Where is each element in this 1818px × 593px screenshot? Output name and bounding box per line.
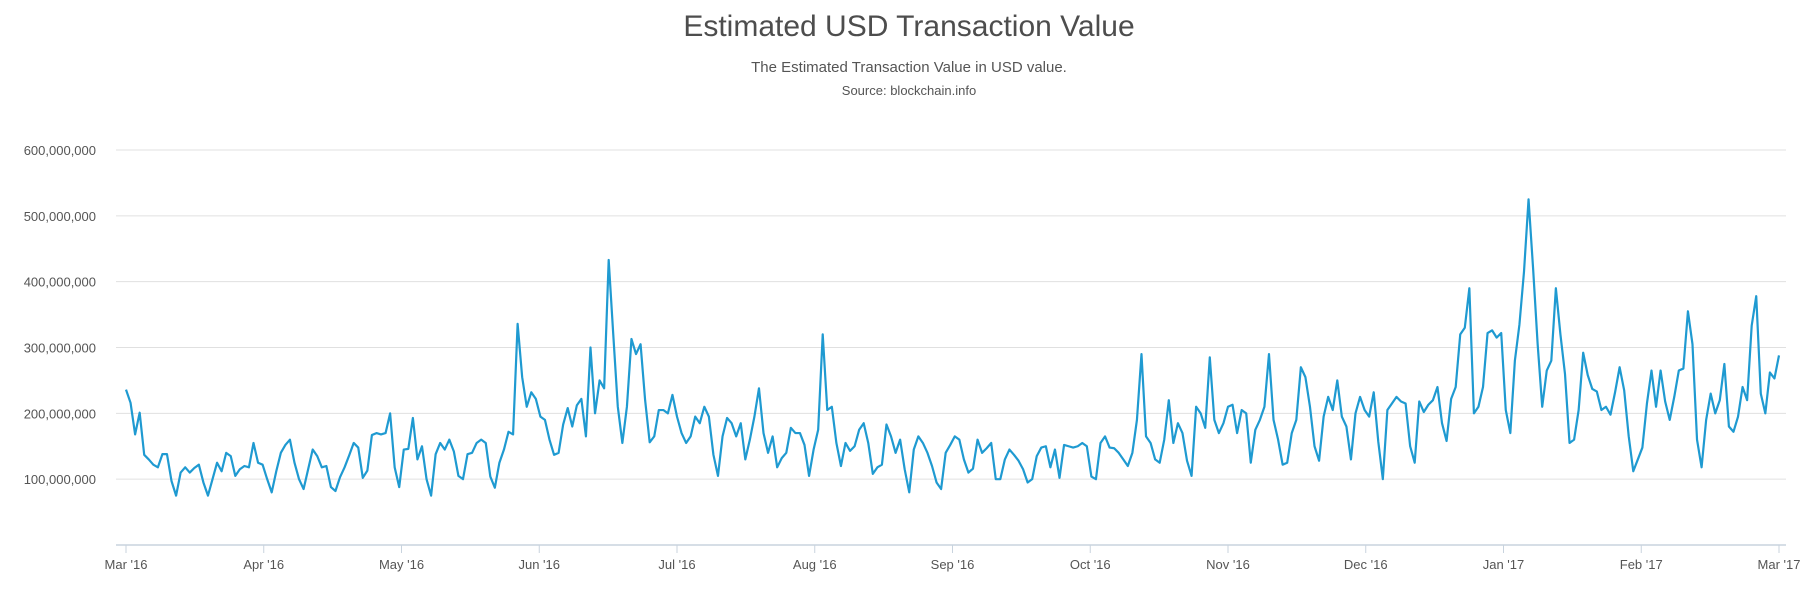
chart-title: Estimated USD Transaction Value xyxy=(683,10,1135,43)
x-tick-label: Nov '16 xyxy=(1206,557,1250,572)
x-tick-label: Dec '16 xyxy=(1344,557,1388,572)
y-tick-label: 300,000,000 xyxy=(24,341,96,356)
y-tick-label: 200,000,000 xyxy=(24,406,96,421)
x-tick-label: Apr '16 xyxy=(243,557,284,572)
x-tick-label: Mar '17 xyxy=(1758,557,1801,572)
y-tick-label: 500,000,000 xyxy=(24,209,96,224)
x-tick-label: Sep '16 xyxy=(931,557,975,572)
chart-source: Source: blockchain.info xyxy=(841,83,977,98)
series-line[interactable] xyxy=(124,198,1781,497)
x-tick-label: Jul '16 xyxy=(658,557,695,572)
y-axis-ticks: 100,000,000 200,000,000 300,000,000 400,000… xyxy=(24,143,96,487)
x-tick-label: Mar '16 xyxy=(105,557,148,572)
gridlines xyxy=(116,149,1786,480)
x-tick-label: Feb '17 xyxy=(1620,557,1663,572)
y-tick-label: 600,000,000 xyxy=(24,143,96,158)
y-tick-label: 400,000,000 xyxy=(24,275,96,290)
chart-subtitle: The Estimated Transaction Value in USD v… xyxy=(751,59,1067,76)
x-tick-label: May '16 xyxy=(379,557,424,572)
x-tick-label: Oct '16 xyxy=(1070,557,1111,572)
y-tick-label: 100,000,000 xyxy=(24,472,96,487)
x-axis-ticks: Mar '16 Apr '16 May '16 Jun '16 Jul '16 Aug '… xyxy=(105,545,1801,572)
x-tick-label: Jun '16 xyxy=(518,557,560,572)
x-tick-label: Jan '17 xyxy=(1483,557,1525,572)
x-tick-label: Aug '16 xyxy=(793,557,837,572)
